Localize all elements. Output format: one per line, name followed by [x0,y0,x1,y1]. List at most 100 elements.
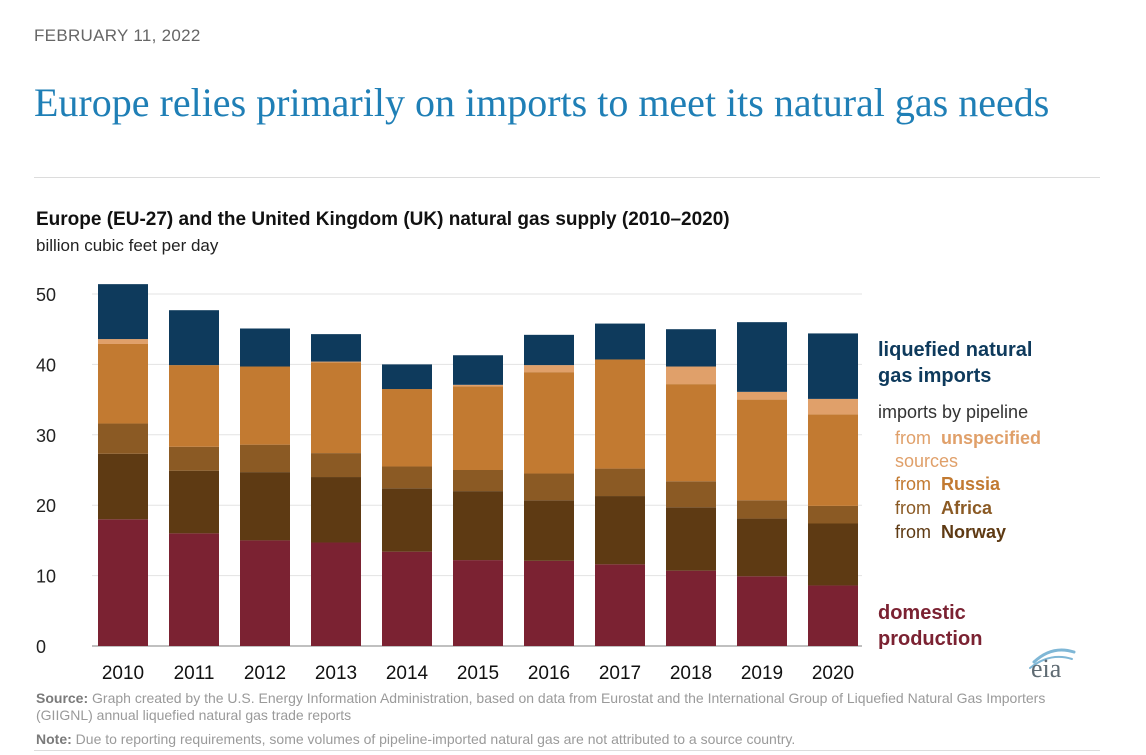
bar-from-africa-2013 [311,453,361,478]
bar-liquefied-natural-gas-imports-2012 [240,328,290,367]
x-tick-label: 2012 [244,663,286,684]
bar-domestic-production-2020 [808,585,858,646]
legend-unspecified-name: unspecified [941,428,1041,448]
bar-from-norway-2019 [737,518,787,577]
bar-from-russia-2011 [169,365,219,447]
bar-from-africa-2010 [98,423,148,454]
bar-domestic-production-2018 [666,570,716,646]
bar-domestic-production-2011 [169,533,219,646]
bar-from-unspecified-sources-2015 [453,384,503,387]
bar-from-norway-2018 [666,507,716,571]
y-tick-label: 50 [36,285,56,305]
source-label: Source: [36,690,89,706]
note-label: Note: [36,731,72,747]
bar-from-unspecified-sources-2013 [311,361,361,363]
x-tick-label: 2010 [102,663,144,684]
legend-unspecified-line2: sources [895,451,958,471]
legend-unspecified-from: from [895,428,931,448]
bar-from-norway-2015 [453,491,503,561]
note-text: Due to reporting requirements, some volu… [75,731,796,747]
legend-norway: from Norway [895,522,1006,542]
legend-domestic-line1: domestic [878,602,966,624]
chart-title: Europe (EU-27) and the United Kingdom (U… [36,209,730,230]
bar-stack-2019 [737,322,787,646]
eia-logo-text: eia [1031,654,1062,683]
legend-africa-name: Africa [941,498,993,518]
bar-liquefied-natural-gas-imports-2018 [666,329,716,367]
eia-logo-swoosh-1 [1032,648,1076,664]
bar-from-africa-2017 [595,468,645,497]
bar-from-africa-2014 [382,466,432,489]
bar-liquefied-natural-gas-imports-2016 [524,334,574,366]
bar-stack-2011 [169,310,219,646]
bar-from-africa-2016 [524,473,574,501]
bar-stack-2014 [382,364,432,646]
bar-from-africa-2015 [453,470,503,492]
bar-from-russia-2018 [666,384,716,482]
x-tick-label: 2016 [528,663,570,684]
y-tick-label: 40 [36,355,56,375]
bar-from-africa-2019 [737,500,787,519]
bar-stack-2018 [666,329,716,646]
bar-from-norway-2016 [524,500,574,561]
bar-liquefied-natural-gas-imports-2019 [737,322,787,392]
bar-liquefied-natural-gas-imports-2020 [808,333,858,399]
y-axis-ticks: 0 10 20 30 40 50 [36,285,56,657]
article-headline: Europe relies primarily on imports to me… [34,80,1050,125]
bar-domestic-production-2015 [453,560,503,646]
bar-from-russia-2019 [737,399,787,501]
bar-domestic-production-2013 [311,542,361,646]
bar-from-africa-2020 [808,505,858,524]
bar-stack-2020 [808,333,858,646]
y-tick-label: 20 [36,496,56,516]
x-tick-label: 2011 [174,663,215,684]
bar-liquefied-natural-gas-imports-2013 [311,334,361,362]
x-tick-label: 2018 [670,663,712,684]
bar-from-unspecified-sources-2018 [666,366,716,385]
bar-domestic-production-2017 [595,564,645,646]
bar-domestic-production-2016 [524,560,574,646]
bar-from-unspecified-sources-2016 [524,365,574,373]
bar-from-norway-2012 [240,472,290,541]
x-tick-label: 2019 [741,663,783,684]
bar-from-russia-2017 [595,359,645,469]
y-tick-label: 0 [36,637,46,657]
legend-norway-name: Norway [941,522,1006,542]
footnote: Note: Due to reporting requirements, som… [36,731,1106,748]
bar-from-unspecified-sources-2020 [808,398,858,415]
bar-from-norway-2011 [169,470,219,534]
x-tick-label: 2017 [599,663,641,684]
legend-africa: from Africa [895,498,993,518]
bar-from-russia-2013 [311,362,361,454]
bar-from-russia-2016 [524,372,574,474]
bar-from-africa-2018 [666,481,716,508]
y-tick-label: 30 [36,426,56,446]
bar-from-russia-2012 [240,366,290,445]
legend-africa-from: from [895,498,931,518]
bar-domestic-production-2012 [240,540,290,646]
footer-divider [34,750,1100,751]
bar-domestic-production-2010 [98,519,148,646]
x-tick-label: 2020 [812,663,854,684]
source-text: Graph created by the U.S. Energy Informa… [36,690,1046,723]
chart-y-unit: billion cubic feet per day [36,236,219,255]
bar-stack-2010 [98,284,148,646]
bar-stack-2017 [595,323,645,646]
bar-liquefied-natural-gas-imports-2015 [453,355,503,385]
bar-from-norway-2010 [98,453,148,520]
x-axis-ticks: 2010 2011 2012 2013 2014 2015 2016 2017 2018 2019… [102,663,854,684]
y-tick-label: 10 [36,567,56,587]
bar-from-russia-2020 [808,414,858,506]
bar-from-unspecified-sources-2010 [98,339,148,344]
bar-from-norway-2014 [382,488,432,552]
source-note: Source: Graph created by the U.S. Energy… [36,690,1096,724]
bar-domestic-production-2014 [382,551,432,646]
legend-russia-from: from [895,474,931,494]
legend-russia-name: Russia [941,474,1001,494]
eia-logo-swoosh-2 [1029,655,1073,669]
bar-from-africa-2012 [240,444,290,473]
legend-russia: from Russia [895,474,1001,494]
chart-legend: liquefied natural gas imports imports by… [878,339,1041,650]
bar-liquefied-natural-gas-imports-2014 [382,364,432,390]
publication-date: FEBRUARY 11, 2022 [34,26,201,45]
